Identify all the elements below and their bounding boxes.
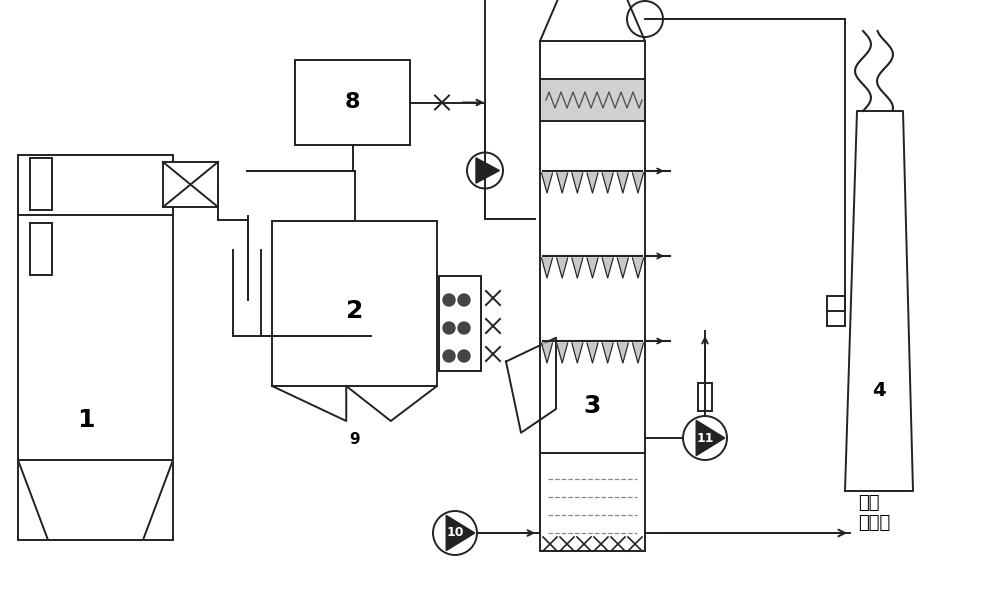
Polygon shape — [506, 338, 556, 433]
Bar — [163, 162, 218, 207]
Polygon shape — [542, 258, 552, 278]
Polygon shape — [633, 343, 644, 363]
Text: 8: 8 — [345, 93, 360, 112]
Bar — [272, 221, 437, 386]
Polygon shape — [346, 386, 437, 421]
Text: 10: 10 — [446, 526, 464, 540]
Bar — [827, 296, 845, 326]
Polygon shape — [557, 343, 568, 363]
Text: 4: 4 — [872, 382, 886, 400]
Text: 排入
污水池: 排入 污水池 — [858, 493, 890, 532]
Polygon shape — [446, 516, 475, 551]
Polygon shape — [602, 173, 613, 193]
Polygon shape — [602, 258, 613, 278]
Polygon shape — [572, 258, 583, 278]
Bar — [540, 79, 645, 121]
Polygon shape — [18, 460, 173, 540]
Text: 2: 2 — [346, 299, 363, 323]
Polygon shape — [572, 343, 583, 363]
Polygon shape — [476, 158, 499, 183]
Polygon shape — [633, 258, 644, 278]
Polygon shape — [587, 173, 598, 193]
Polygon shape — [542, 343, 552, 363]
Polygon shape — [617, 258, 628, 278]
Text: 11: 11 — [696, 432, 714, 445]
Polygon shape — [696, 421, 725, 456]
Polygon shape — [272, 386, 346, 421]
Polygon shape — [587, 258, 598, 278]
Polygon shape — [617, 343, 628, 363]
Bar — [439, 276, 481, 371]
Bar — [30, 223, 52, 275]
Text: 9: 9 — [349, 432, 360, 447]
Bar — [698, 383, 712, 411]
Polygon shape — [572, 173, 583, 193]
Circle shape — [443, 294, 455, 306]
Text: 3: 3 — [584, 394, 601, 418]
Polygon shape — [845, 111, 913, 491]
Polygon shape — [587, 343, 598, 363]
Circle shape — [458, 350, 470, 362]
Circle shape — [458, 294, 470, 306]
Polygon shape — [617, 173, 628, 193]
Polygon shape — [542, 173, 552, 193]
Polygon shape — [602, 343, 613, 363]
Bar — [30, 158, 52, 210]
Bar — [18, 155, 173, 540]
Polygon shape — [540, 0, 645, 41]
Polygon shape — [633, 173, 644, 193]
Bar — [540, 41, 645, 551]
Circle shape — [458, 322, 470, 334]
Text: 1: 1 — [77, 408, 94, 432]
Circle shape — [443, 350, 455, 362]
Polygon shape — [557, 258, 568, 278]
Circle shape — [443, 322, 455, 334]
Polygon shape — [557, 173, 568, 193]
Bar — [295, 60, 410, 145]
